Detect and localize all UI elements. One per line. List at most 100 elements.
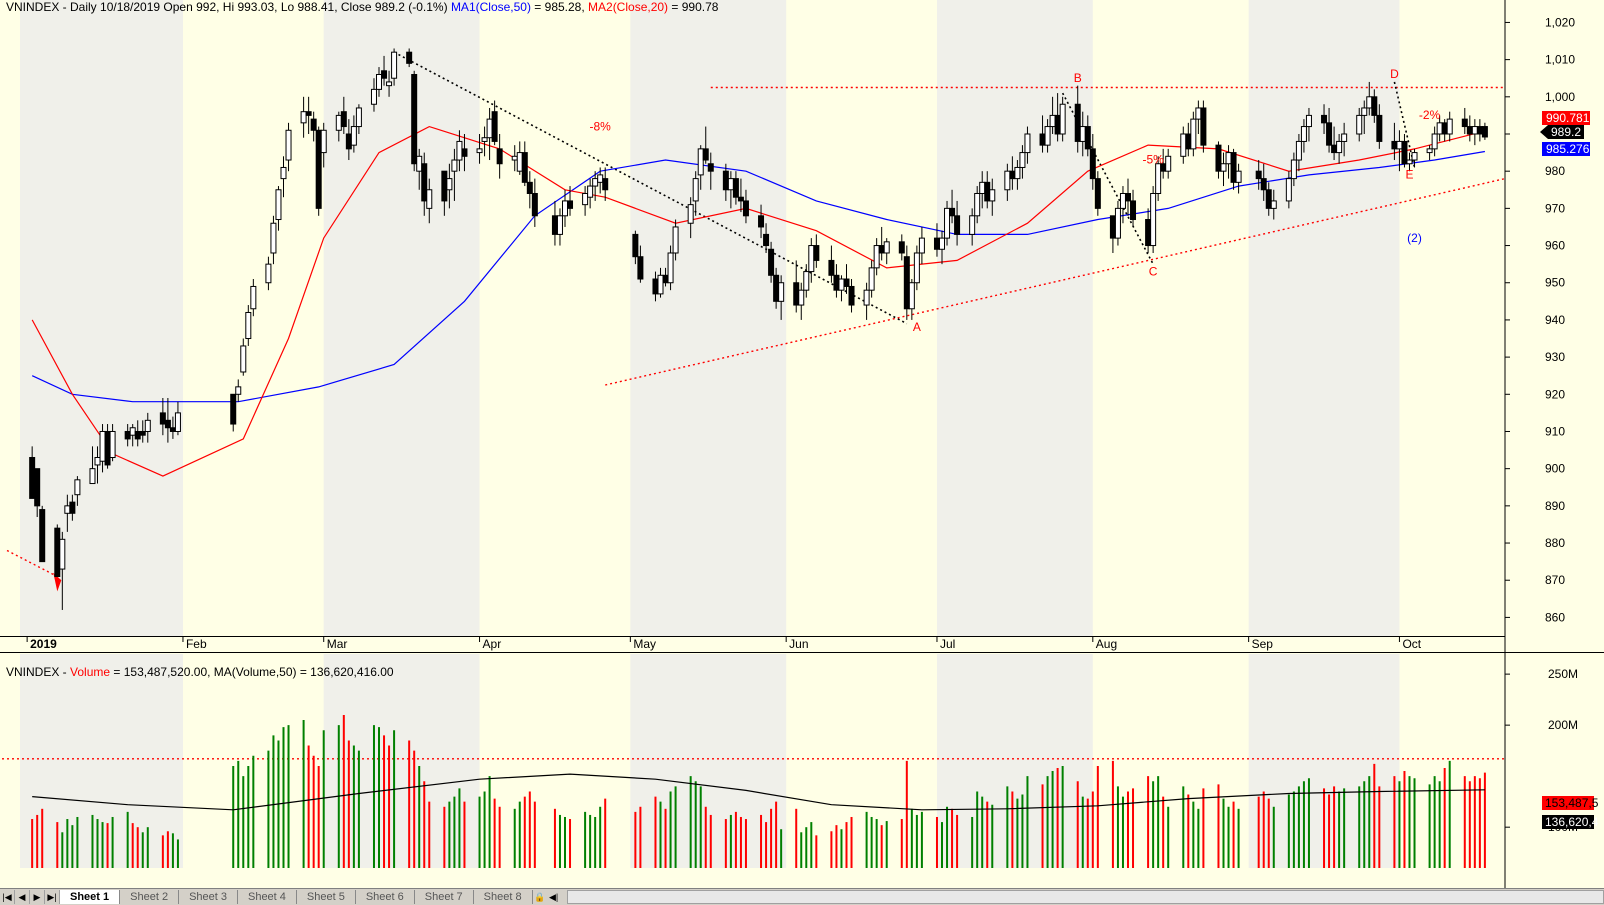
- candle-down: [134, 430, 141, 440]
- candle-up: [1155, 163, 1162, 194]
- candle-up: [285, 129, 292, 161]
- close-tag: 989.2: [1551, 125, 1581, 139]
- candle-up: [687, 204, 694, 224]
- price-tick-label: 860: [1545, 610, 1565, 624]
- candle-up: [1195, 107, 1202, 120]
- month-shade: [323, 0, 480, 636]
- candle-up: [1014, 166, 1021, 180]
- lock-icon[interactable]: 🔒: [533, 891, 546, 902]
- candle-up: [1436, 122, 1443, 135]
- tab-sheet-8[interactable]: Sheet 8: [474, 890, 533, 904]
- candle-down: [1200, 107, 1207, 146]
- candle-up: [1270, 200, 1277, 209]
- month-label: 2019: [30, 637, 57, 651]
- candle-down: [1109, 215, 1116, 239]
- jan-arrow-icon: [53, 572, 62, 592]
- candle-down: [828, 259, 835, 276]
- candle-down: [381, 70, 388, 79]
- candle-down: [496, 148, 503, 165]
- split-icon[interactable]: ◀|: [548, 891, 559, 902]
- tab-sheet-7[interactable]: Sheet 7: [415, 890, 474, 904]
- candle-down: [1084, 126, 1091, 150]
- candle-up: [174, 412, 181, 432]
- price-tick-label: 920: [1545, 387, 1565, 401]
- candle-down: [1481, 126, 1488, 138]
- candle-up: [1044, 126, 1051, 146]
- tab-sheet-5[interactable]: Sheet 5: [297, 890, 356, 904]
- ma50-line: [31, 150, 1485, 403]
- close-tag-bg: [1548, 125, 1584, 139]
- candle-up: [561, 200, 568, 217]
- next-icon[interactable]: ▶: [30, 890, 45, 904]
- candle-up: [1300, 126, 1307, 142]
- vol-header-label: Volume: [70, 665, 110, 679]
- candle-up: [587, 185, 594, 198]
- candle-down: [421, 163, 428, 202]
- candle-up: [1285, 178, 1292, 202]
- candle-down: [1461, 118, 1468, 128]
- month-shade: [936, 0, 1093, 636]
- candle-down: [652, 278, 659, 295]
- candle-up: [1356, 114, 1363, 135]
- tab-sheet-4[interactable]: Sheet 4: [238, 890, 297, 904]
- candle-up: [245, 311, 252, 340]
- candle-up: [1150, 192, 1157, 247]
- candle-down: [898, 241, 905, 254]
- price-tick-label: 1,010: [1545, 53, 1575, 67]
- candle-up: [1190, 118, 1197, 150]
- candle-up: [456, 140, 463, 161]
- candle-up: [1024, 133, 1031, 154]
- prev-icon[interactable]: ◀: [15, 890, 30, 904]
- annotation-label: A: [913, 320, 921, 334]
- candle-up: [94, 457, 101, 466]
- candle-down: [878, 245, 885, 254]
- candle-up: [1406, 159, 1413, 165]
- candle-up: [697, 148, 704, 176]
- candle-down: [1391, 140, 1398, 150]
- tab-sheet-1[interactable]: Sheet 1: [60, 890, 121, 904]
- tab-sheet-2[interactable]: Sheet 2: [120, 890, 180, 904]
- vol-current-tag: 153,487,5: [1545, 796, 1599, 810]
- candle-up: [426, 189, 433, 209]
- header-ma1-value: = 985.28,: [531, 0, 588, 14]
- candle-down: [340, 111, 347, 128]
- month-label: Aug: [1096, 637, 1117, 651]
- candle-up: [803, 271, 810, 291]
- candle-down: [1401, 140, 1408, 165]
- month-label: Feb: [186, 637, 207, 651]
- candle-down: [1054, 114, 1061, 135]
- candle-up: [1049, 114, 1056, 128]
- candle-down: [29, 457, 36, 499]
- candle-down: [602, 178, 609, 191]
- candle-up: [1114, 207, 1121, 239]
- candle-down: [954, 215, 961, 235]
- vol-header-rest: = 153,487,520.00, MA(Volume,50) = 136,62…: [110, 665, 394, 679]
- price-tick-label: 960: [1545, 239, 1565, 253]
- candle-up: [300, 111, 307, 124]
- candle-down: [1376, 114, 1383, 142]
- first-icon[interactable]: |◀: [0, 890, 15, 904]
- candle-down: [1145, 219, 1152, 247]
- candle-up: [265, 263, 272, 284]
- horizontal-scrollbar[interactable]: [566, 890, 1604, 904]
- price-tick-label: 910: [1545, 424, 1565, 438]
- candle-down: [54, 527, 61, 578]
- annotation-label: E: [1405, 168, 1413, 182]
- candle-down: [843, 278, 850, 287]
- candle-down: [793, 282, 800, 306]
- month-label: Jun: [789, 637, 808, 651]
- candle-up: [556, 215, 563, 235]
- annotation-label: D: [1390, 67, 1399, 81]
- tab-sheet-6[interactable]: Sheet 6: [356, 890, 415, 904]
- candle-up: [1336, 140, 1343, 154]
- last-icon[interactable]: ▶|: [45, 890, 60, 904]
- tab-sheet-3[interactable]: Sheet 3: [179, 890, 238, 904]
- candle-down: [662, 274, 669, 284]
- candle-up: [989, 189, 996, 202]
- annotation-label: B: [1074, 71, 1082, 85]
- candle-up: [240, 345, 247, 373]
- candle-up: [727, 178, 734, 191]
- header-ma1-label: MA1(Close,50): [451, 0, 531, 14]
- candle-down: [1321, 114, 1328, 124]
